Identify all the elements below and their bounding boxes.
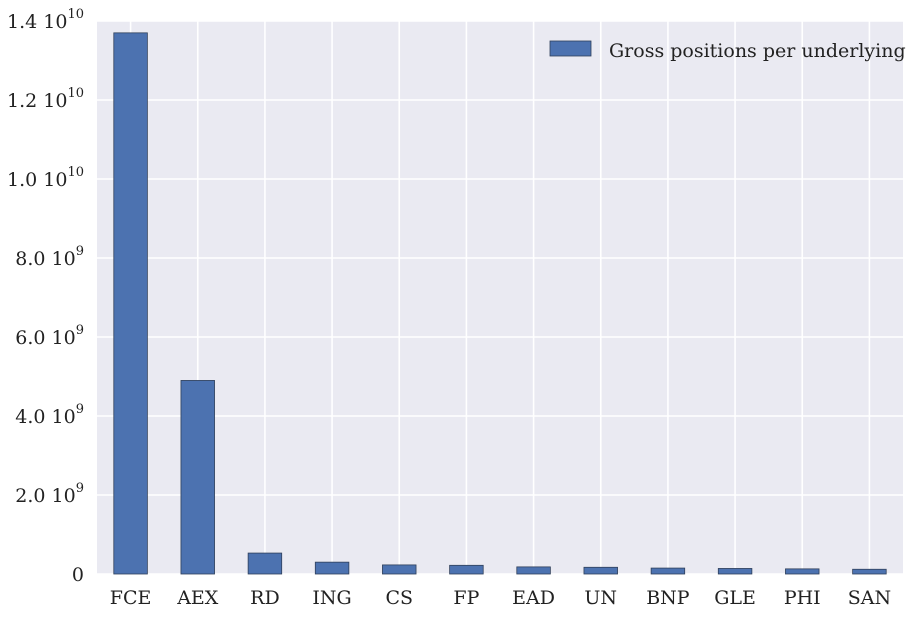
bars [113, 32, 887, 575]
y-tick-label: 1.2 1010 [7, 86, 84, 112]
y-tick-mantissa: 1.0 10 [7, 169, 67, 191]
y-tick-exponent: 10 [67, 7, 84, 22]
y-tick-exponent: 9 [76, 323, 84, 338]
x-tick-label: UN [584, 587, 617, 609]
y-tick-exponent: 9 [76, 402, 84, 417]
plot-area [97, 21, 903, 574]
bar-gle [717, 568, 753, 575]
bar-un [583, 566, 618, 575]
x-tick-label: FCE [110, 587, 152, 609]
x-axis-tick-labels: FCE AEX RD ING CS FP EAD UN BNP GLE PHI SAN [110, 587, 891, 609]
y-tick-exponent: 9 [76, 481, 84, 496]
y-tick-mantissa: 2.0 10 [15, 485, 75, 507]
y-tick-label: 6.0 109 [15, 323, 84, 349]
x-tick-label: ING [312, 587, 351, 609]
y-tick-exponent: 10 [67, 86, 84, 101]
y-tick-mantissa: 1.4 10 [7, 11, 67, 33]
x-tick-label: SAN [848, 587, 891, 609]
y-tick-label: 2.0 109 [15, 481, 84, 507]
legend: Gross positions per underlying [549, 40, 906, 62]
legend-label: Gross positions per underlying [609, 40, 906, 62]
bar-ing [314, 561, 350, 575]
bar-fp [449, 564, 484, 575]
y-tick-mantissa: 8.0 10 [15, 248, 75, 270]
x-tick-label: FP [453, 587, 479, 609]
y-tick-label: 0 [72, 564, 84, 586]
y-tick-mantissa: 4.0 10 [15, 406, 75, 428]
x-tick-label: BNP [646, 587, 690, 609]
x-tick-label: AEX [176, 587, 219, 609]
grid-lines [97, 20, 903, 575]
bar-rd [247, 552, 283, 575]
bar-bnp [650, 567, 686, 575]
x-tick-label: RD [250, 587, 280, 609]
y-tick-mantissa: 1.2 10 [7, 90, 67, 112]
bar-ead [516, 566, 551, 575]
bar-san [852, 568, 887, 575]
y-tick-mantissa: 6.0 10 [15, 327, 75, 349]
y-tick-label: 1.0 1010 [7, 165, 84, 191]
y-tick-exponent: 9 [76, 244, 84, 259]
legend-swatch [549, 40, 592, 57]
bar-fce [113, 32, 148, 575]
bar-phi [785, 568, 820, 575]
x-tick-label: PHI [784, 587, 821, 609]
x-tick-label: GLE [714, 587, 756, 609]
bar-aex [180, 380, 215, 575]
y-tick-label: 8.0 109 [15, 244, 84, 270]
x-tick-label: EAD [512, 587, 555, 609]
y-tick-label: 1.4 1010 [7, 7, 84, 33]
y-tick-exponent: 10 [67, 165, 84, 180]
x-tick-label: CS [385, 587, 413, 609]
y-tick-label: 4.0 109 [15, 402, 84, 428]
bar-cs [382, 564, 417, 575]
